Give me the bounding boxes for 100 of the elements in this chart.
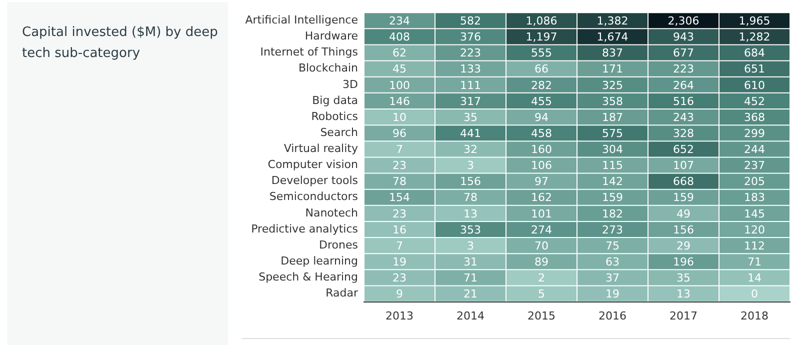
y-tick-label: Big data bbox=[312, 94, 358, 107]
data-label: 441 bbox=[460, 126, 481, 140]
data-label: 452 bbox=[744, 94, 765, 108]
x-tick-label: 2015 bbox=[528, 309, 556, 322]
data-label: 66 bbox=[534, 62, 548, 76]
data-label: 49 bbox=[676, 207, 690, 220]
data-label: 35 bbox=[464, 110, 478, 124]
data-label: 23 bbox=[392, 272, 406, 285]
data-label: 35 bbox=[676, 272, 690, 285]
data-label: 575 bbox=[602, 126, 623, 140]
data-label: 651 bbox=[744, 62, 765, 76]
data-label: 610 bbox=[744, 78, 765, 92]
data-label: 273 bbox=[602, 223, 623, 236]
y-tick-label: Hardware bbox=[304, 30, 358, 43]
data-label: 111 bbox=[460, 78, 481, 92]
data-label: 1,674 bbox=[596, 30, 628, 44]
data-label: 106 bbox=[531, 159, 552, 172]
data-label: 555 bbox=[531, 46, 552, 60]
data-label: 63 bbox=[606, 255, 620, 268]
data-label: 358 bbox=[602, 94, 623, 108]
data-label: 154 bbox=[389, 191, 410, 204]
data-label: 78 bbox=[392, 175, 406, 188]
y-tick-label: Deep learning bbox=[280, 254, 358, 268]
data-label: 14 bbox=[748, 272, 762, 285]
data-label: 183 bbox=[744, 191, 765, 204]
y-tick-label: Drones bbox=[319, 238, 358, 252]
data-label: 2,306 bbox=[668, 14, 700, 28]
data-label: 299 bbox=[744, 126, 765, 140]
data-label: 205 bbox=[744, 175, 765, 188]
data-label: 89 bbox=[534, 255, 548, 268]
x-tick-label: 2017 bbox=[670, 309, 698, 322]
y-tick-label: Radar bbox=[326, 286, 358, 300]
y-tick-label: Nanotech bbox=[305, 206, 358, 220]
data-label: 0 bbox=[751, 288, 758, 301]
data-label: 159 bbox=[673, 191, 694, 204]
data-label: 16 bbox=[392, 223, 406, 236]
y-tick-label: Robotics bbox=[311, 110, 358, 123]
data-label: 196 bbox=[673, 255, 694, 268]
data-label: 668 bbox=[673, 175, 694, 188]
data-label: 10 bbox=[392, 110, 406, 124]
data-label: 182 bbox=[602, 207, 623, 220]
data-label: 1,965 bbox=[738, 14, 770, 28]
data-label: 684 bbox=[744, 46, 765, 60]
data-label: 23 bbox=[392, 207, 406, 220]
data-label: 317 bbox=[460, 94, 481, 108]
data-label: 120 bbox=[744, 223, 765, 236]
data-label: 94 bbox=[534, 110, 548, 124]
data-label: 159 bbox=[602, 191, 623, 204]
data-label: 32 bbox=[464, 143, 478, 156]
data-label: 1,282 bbox=[738, 30, 770, 44]
x-tick-label: 2016 bbox=[598, 309, 626, 322]
data-label: 458 bbox=[531, 126, 552, 140]
data-label: 264 bbox=[673, 78, 694, 92]
data-label: 1,086 bbox=[526, 14, 558, 28]
data-label: 234 bbox=[389, 14, 410, 28]
data-label: 133 bbox=[460, 62, 481, 76]
data-label: 455 bbox=[531, 94, 552, 108]
data-label: 171 bbox=[602, 62, 623, 76]
data-label: 21 bbox=[464, 288, 478, 301]
data-label: 70 bbox=[534, 239, 548, 252]
x-tick-label: 2013 bbox=[386, 309, 414, 322]
data-label: 7 bbox=[396, 239, 403, 252]
text: Capital invested ($M) by deep tech sub-category bbox=[22, 24, 219, 63]
data-label: 304 bbox=[602, 143, 623, 156]
data-label: 516 bbox=[673, 94, 694, 108]
data-label: 376 bbox=[460, 30, 481, 44]
data-label: 162 bbox=[531, 191, 552, 204]
data-label: 19 bbox=[392, 255, 406, 268]
y-tick-label: Virtual reality bbox=[284, 142, 358, 156]
y-tick-label: Internet of Things bbox=[260, 46, 358, 59]
data-label: 2 bbox=[538, 272, 545, 285]
data-label: 223 bbox=[460, 46, 481, 60]
data-label: 100 bbox=[389, 78, 410, 92]
y-tick-label: Semiconductors bbox=[269, 190, 358, 204]
data-label: 243 bbox=[673, 110, 694, 124]
data-label: 97 bbox=[534, 175, 548, 188]
data-label: 107 bbox=[673, 159, 694, 172]
x-tick-label: 2018 bbox=[740, 309, 768, 322]
data-label: 37 bbox=[606, 272, 620, 285]
data-label: 325 bbox=[602, 78, 623, 92]
data-label: 582 bbox=[460, 14, 481, 28]
data-label: 652 bbox=[673, 143, 694, 156]
data-label: 156 bbox=[460, 175, 481, 188]
data-label: 837 bbox=[602, 46, 623, 60]
data-label: 282 bbox=[531, 78, 552, 92]
data-label: 62 bbox=[392, 46, 406, 60]
data-label: 7 bbox=[396, 143, 403, 156]
data-label: 71 bbox=[748, 255, 762, 268]
data-label: 146 bbox=[389, 94, 410, 108]
data-label: 13 bbox=[676, 288, 690, 301]
data-label: 353 bbox=[460, 223, 481, 236]
data-label: 368 bbox=[744, 110, 765, 124]
data-label: 943 bbox=[673, 30, 694, 44]
data-label: 115 bbox=[602, 159, 623, 172]
data-label: 29 bbox=[676, 239, 690, 252]
data-label: 145 bbox=[744, 207, 765, 220]
data-label: 244 bbox=[744, 143, 765, 156]
data-label: 101 bbox=[531, 207, 552, 220]
data-label: 328 bbox=[673, 126, 694, 140]
data-label: 677 bbox=[673, 46, 694, 60]
